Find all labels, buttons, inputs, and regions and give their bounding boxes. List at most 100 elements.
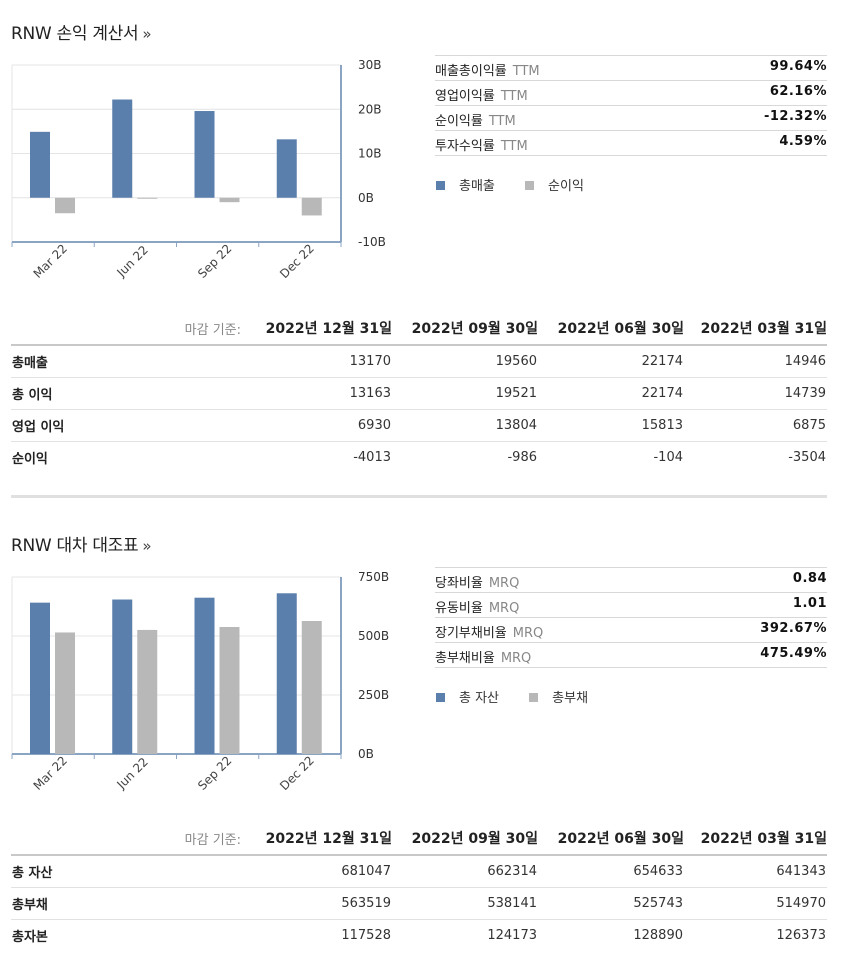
y-tick-label: 0B bbox=[358, 191, 374, 205]
row-value: 662314 bbox=[392, 855, 538, 888]
bar-0-3[interactable] bbox=[276, 139, 297, 198]
y-tick-label: 500B bbox=[358, 629, 389, 643]
ratio-value: 1.01 bbox=[792, 596, 827, 611]
bar-0-0[interactable] bbox=[30, 131, 50, 198]
table-row: 총매출 13170 19560 22174 14946 bbox=[11, 345, 827, 378]
bar-0-2[interactable] bbox=[194, 597, 215, 754]
table-header-date: 2022년 12월 31일 bbox=[265, 831, 392, 847]
bar-1-0[interactable] bbox=[55, 197, 75, 214]
ratio-label: 장기부채비율 bbox=[435, 626, 507, 641]
ratio-value: 475.49% bbox=[760, 646, 827, 661]
balance-title-text[interactable]: RNW 대차 대조표 bbox=[11, 536, 139, 556]
balance-bar-chart: 750B 500B 250B 0B Mar 22 Jun 22 Sep 22 Dec 22 bbox=[11, 570, 389, 793]
bar-1-1[interactable] bbox=[137, 197, 158, 199]
bar-0-0[interactable] bbox=[30, 602, 50, 754]
ratio-label: 매출총이익률 bbox=[435, 64, 507, 79]
ratio-label: 투자수익률 bbox=[435, 139, 495, 154]
row-value: -986 bbox=[507, 450, 537, 465]
bar-0-1[interactable] bbox=[112, 599, 133, 754]
row-label: 총매출 bbox=[11, 345, 101, 378]
row-value: 14739 bbox=[684, 377, 827, 410]
section-divider bbox=[11, 495, 827, 498]
ratio-row-total-debt-ratio: 총부채비율 MRQ 475.49% bbox=[435, 643, 827, 668]
ratio-suffix: TTM bbox=[488, 114, 516, 129]
ratio-value: 62.16% bbox=[769, 84, 827, 99]
ratio-value: 99.64% bbox=[769, 59, 827, 74]
legend-item-total-liabilities: 총부채 bbox=[529, 687, 588, 706]
table-header-date: 2022년 03월 31일 bbox=[700, 831, 827, 847]
row-value: -104 bbox=[653, 450, 683, 465]
bar-1-3[interactable] bbox=[301, 621, 322, 754]
row-value: 6930 bbox=[101, 409, 392, 442]
table-row: 영업 이익 6930 13804 15813 6875 bbox=[11, 409, 827, 442]
table-row: 총부채 563519 538141 525743 514970 bbox=[11, 887, 827, 920]
bar-0-1[interactable] bbox=[112, 99, 133, 198]
income-section-title[interactable]: RNW 손익 계산서» bbox=[11, 19, 152, 44]
ratio-value: -12.32% bbox=[763, 109, 827, 124]
row-value: -3504 bbox=[788, 450, 826, 465]
x-tick-label: Mar 22 bbox=[31, 241, 70, 280]
ratio-suffix: TTM bbox=[500, 139, 528, 154]
ratio-suffix: MRQ bbox=[488, 601, 520, 616]
bar-1-3[interactable] bbox=[301, 197, 322, 216]
ratio-value: 392.67% bbox=[760, 621, 827, 636]
row-value: 22174 bbox=[538, 345, 684, 378]
ratio-value: 0.84 bbox=[792, 571, 827, 586]
x-tick-label: Jun 22 bbox=[114, 243, 151, 280]
row-value: 514970 bbox=[684, 887, 827, 920]
ratio-row-lt-debt-ratio: 장기부채비율 MRQ 392.67% bbox=[435, 618, 827, 643]
ratio-label: 당좌비율 bbox=[435, 576, 483, 591]
table-header-date: 2022년 06월 30일 bbox=[557, 831, 684, 847]
row-label: 총자본 bbox=[12, 930, 48, 945]
table-row: 총 자산 681047 662314 654633 641343 bbox=[11, 855, 827, 888]
row-value: 124173 bbox=[487, 928, 537, 943]
row-value: -4013 bbox=[353, 450, 391, 465]
row-value: 525743 bbox=[538, 887, 684, 920]
x-tick-label: Dec 22 bbox=[277, 753, 317, 793]
row-value: 13170 bbox=[101, 345, 392, 378]
income-legend: 총매출 순이익 bbox=[436, 175, 610, 194]
bar-1-1[interactable] bbox=[137, 629, 158, 754]
table-header-row: 마감 기준: 2022년 12월 31일 2022년 09월 30일 2022년… bbox=[11, 318, 827, 345]
row-value: 538141 bbox=[392, 887, 538, 920]
legend-label: 순이익 bbox=[548, 179, 584, 194]
ratio-suffix: TTM bbox=[500, 89, 528, 104]
balance-legend: 총 자산 총부채 bbox=[436, 687, 614, 706]
row-label: 총 이익 bbox=[11, 377, 101, 410]
bar-0-3[interactable] bbox=[276, 593, 297, 754]
legend-label: 총매출 bbox=[459, 179, 495, 194]
legend-item-total-assets: 총 자산 bbox=[436, 687, 499, 706]
row-value: 13804 bbox=[392, 409, 538, 442]
income-title-text[interactable]: RNW 손익 계산서 bbox=[11, 24, 139, 44]
row-value: 117528 bbox=[341, 928, 391, 943]
income-title-arrow[interactable]: » bbox=[142, 25, 152, 43]
bar-0-2[interactable] bbox=[194, 111, 215, 198]
table-header-date: 2022년 06월 30일 bbox=[557, 321, 684, 337]
bar-1-0[interactable] bbox=[55, 632, 75, 754]
y-tick-label: 30B bbox=[358, 58, 382, 72]
balance-section-title[interactable]: RNW 대차 대조표» bbox=[11, 531, 152, 556]
row-label: 영업 이익 bbox=[11, 409, 101, 442]
ratio-row-current-ratio: 유동비율 MRQ 1.01 bbox=[435, 593, 827, 618]
row-value: 19560 bbox=[392, 345, 538, 378]
x-tick-label: Jun 22 bbox=[114, 755, 151, 792]
table-row: 총자본 117528 124173 128890 126373 bbox=[11, 920, 827, 952]
ratio-row-gross-margin: 매출총이익률 TTM 99.64% bbox=[435, 55, 827, 81]
ratio-label: 순이익률 bbox=[435, 114, 483, 129]
x-tick-label: Sep 22 bbox=[195, 753, 234, 792]
legend-item-revenue: 총매출 bbox=[436, 175, 495, 194]
x-tick-label: Mar 22 bbox=[31, 753, 70, 792]
legend-swatch bbox=[525, 181, 535, 190]
y-tick-label: 0B bbox=[358, 747, 374, 761]
ratio-suffix: MRQ bbox=[488, 576, 520, 591]
balance-title-arrow[interactable]: » bbox=[142, 537, 152, 555]
ratio-label: 영업이익률 bbox=[435, 89, 495, 104]
ratio-suffix: MRQ bbox=[512, 626, 544, 641]
bar-1-2[interactable] bbox=[219, 197, 240, 203]
bar-1-2[interactable] bbox=[219, 627, 240, 754]
legend-label: 총부채 bbox=[552, 691, 589, 706]
row-value: 126373 bbox=[776, 928, 826, 943]
row-label: 총부채 bbox=[11, 887, 101, 920]
ratio-suffix: TTM bbox=[512, 64, 540, 79]
table-header-date: 2022년 09월 30일 bbox=[411, 321, 538, 337]
